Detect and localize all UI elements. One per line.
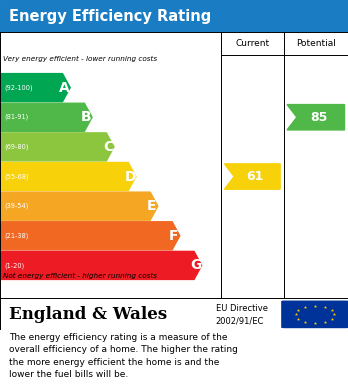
Text: G: G bbox=[190, 258, 201, 273]
FancyBboxPatch shape bbox=[282, 301, 348, 328]
Text: (92-100): (92-100) bbox=[4, 84, 33, 91]
Polygon shape bbox=[287, 104, 345, 130]
Text: (81-91): (81-91) bbox=[4, 114, 29, 120]
Polygon shape bbox=[1, 133, 114, 161]
Text: Very energy efficient - lower running costs: Very energy efficient - lower running co… bbox=[3, 56, 158, 62]
Polygon shape bbox=[1, 192, 158, 220]
Text: (69-80): (69-80) bbox=[4, 143, 29, 150]
Text: (55-68): (55-68) bbox=[4, 173, 29, 180]
Text: Potential: Potential bbox=[296, 39, 336, 48]
Text: Not energy efficient - higher running costs: Not energy efficient - higher running co… bbox=[3, 273, 158, 279]
Polygon shape bbox=[1, 103, 92, 131]
Text: 85: 85 bbox=[310, 111, 327, 124]
Text: (1-20): (1-20) bbox=[4, 262, 24, 269]
Text: Energy Efficiency Rating: Energy Efficiency Rating bbox=[9, 9, 211, 23]
Text: England & Wales: England & Wales bbox=[9, 306, 167, 323]
Text: C: C bbox=[103, 140, 113, 154]
Text: EU Directive: EU Directive bbox=[216, 305, 268, 314]
Text: (39-54): (39-54) bbox=[4, 203, 29, 210]
Text: 2002/91/EC: 2002/91/EC bbox=[216, 316, 264, 325]
Text: B: B bbox=[81, 110, 92, 124]
Text: E: E bbox=[147, 199, 157, 213]
Text: D: D bbox=[124, 170, 136, 183]
Text: The energy efficiency rating is a measure of the
overall efficiency of a home. T: The energy efficiency rating is a measur… bbox=[9, 333, 238, 379]
Polygon shape bbox=[224, 164, 280, 189]
Polygon shape bbox=[1, 222, 180, 250]
Text: 61: 61 bbox=[246, 170, 264, 183]
Polygon shape bbox=[1, 74, 70, 102]
Text: Current: Current bbox=[235, 39, 269, 48]
Polygon shape bbox=[1, 163, 136, 190]
Text: (21-38): (21-38) bbox=[4, 233, 29, 239]
Polygon shape bbox=[1, 251, 202, 280]
Text: A: A bbox=[59, 81, 70, 95]
Text: F: F bbox=[169, 229, 179, 243]
